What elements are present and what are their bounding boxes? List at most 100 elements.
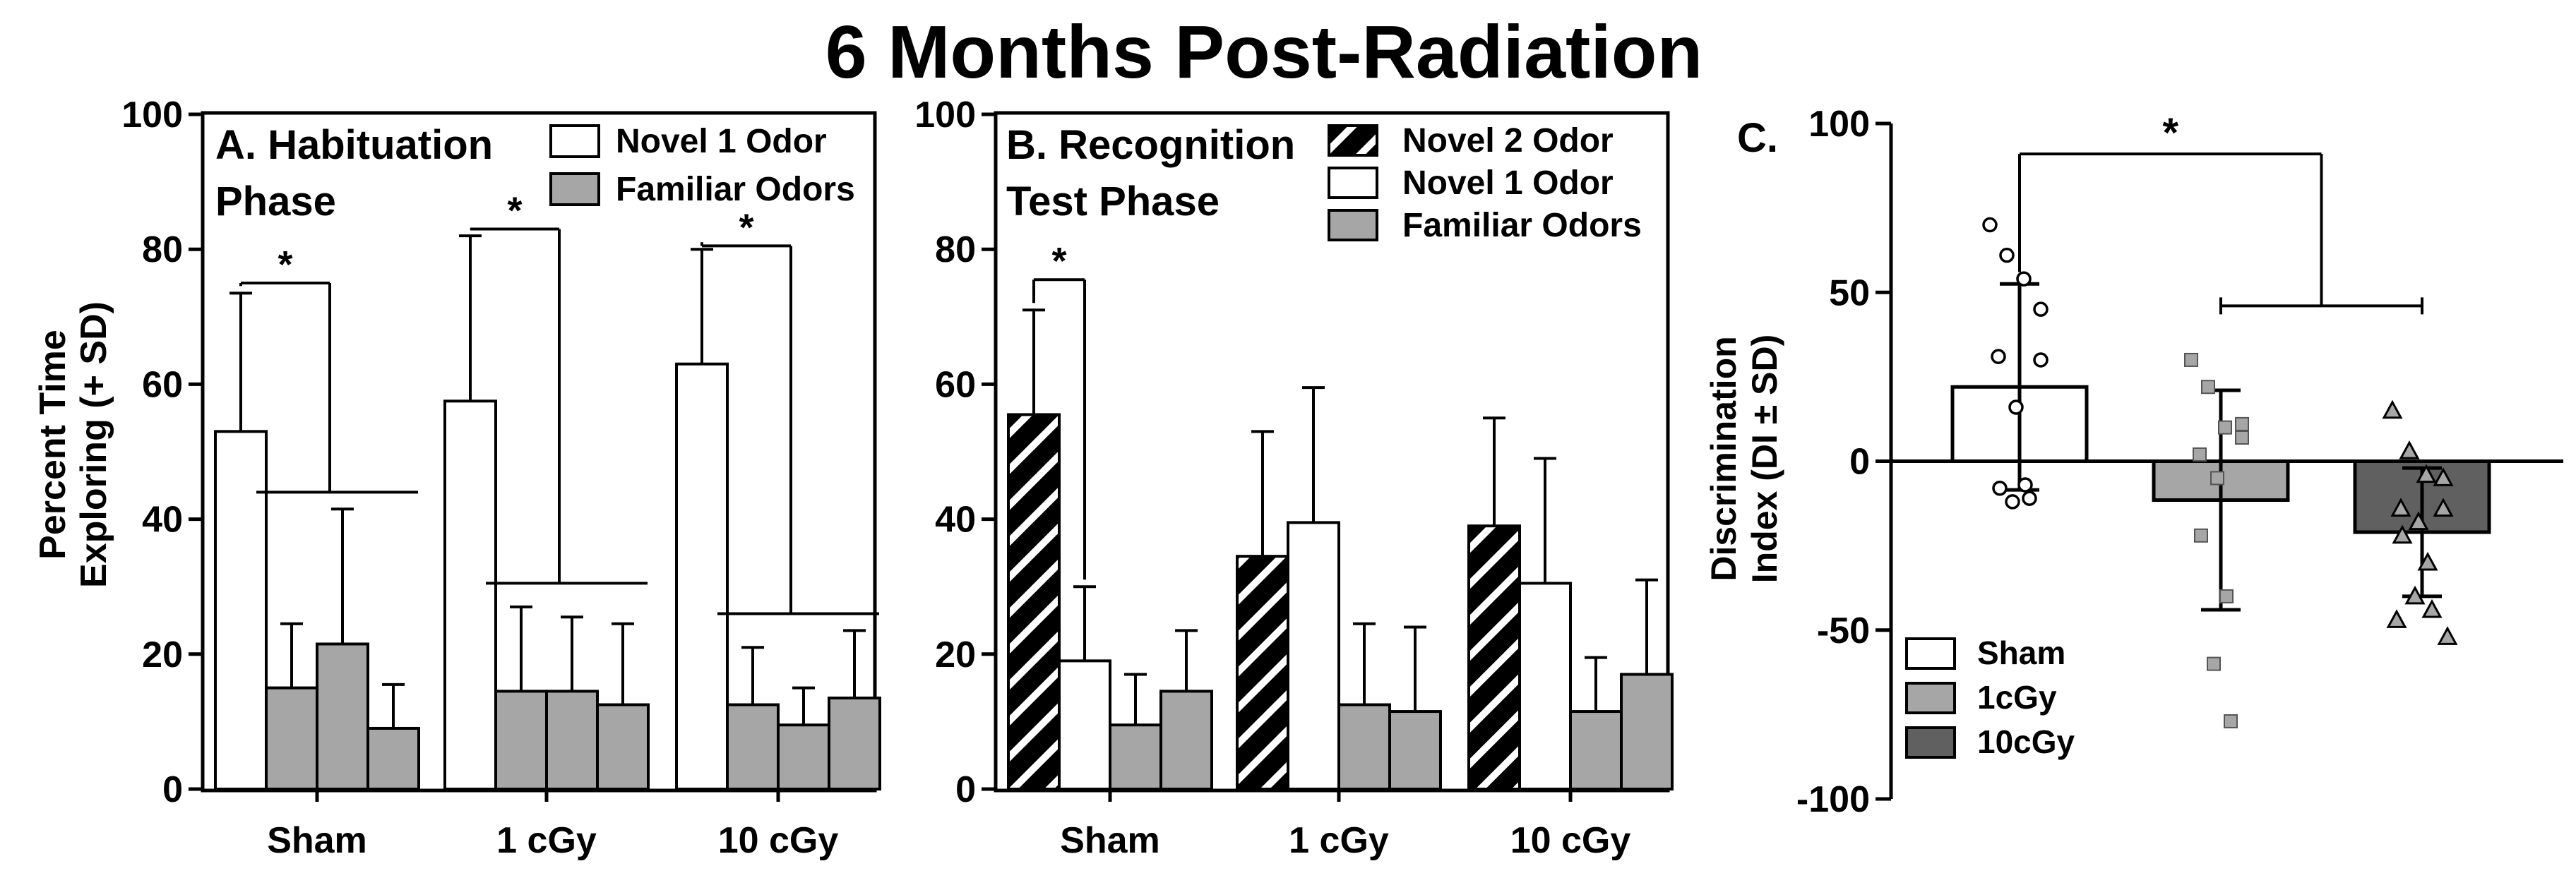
figure-title: 6 Months Post-Radiation bbox=[825, 11, 1703, 94]
legend-swatch bbox=[1905, 637, 1956, 670]
data-point bbox=[1991, 349, 2006, 364]
legend-label: 10cGy bbox=[1977, 723, 2075, 760]
y-label-line-1: Discrimination bbox=[1704, 336, 1743, 581]
bar bbox=[777, 723, 830, 791]
legend-label: Familiar Odors bbox=[1402, 207, 1642, 244]
bar bbox=[1007, 413, 1061, 790]
legend-swatch bbox=[1328, 209, 1378, 241]
data-point bbox=[2218, 420, 2232, 435]
y-tick-label: 40 bbox=[142, 500, 183, 541]
bar bbox=[545, 690, 599, 790]
data-point bbox=[2193, 447, 2207, 462]
data-point bbox=[2005, 494, 2020, 510]
panel-a-frame bbox=[201, 111, 877, 793]
legend-swatch bbox=[549, 172, 600, 206]
data-point bbox=[2433, 467, 2454, 486]
data-point bbox=[2235, 431, 2249, 445]
y-tick-label: 0 bbox=[162, 769, 183, 810]
y-label-line-2: Exploring (+ SD) bbox=[73, 301, 114, 588]
panel-a: 0 20 40 60 80 100 Sham 1 cGy 10 cGy A. Habituatio… bbox=[121, 95, 881, 861]
data-point bbox=[2404, 585, 2426, 605]
y-tick-label: 50 bbox=[1829, 272, 1870, 313]
panel-c: -100 -50 0 50 100 C. Discrimination Index (DI ±… bbox=[1704, 104, 2563, 820]
x-tick-label: Sham bbox=[267, 820, 367, 861]
legend-label: Novel 2 Odor bbox=[1402, 122, 1614, 160]
y-tick-label: 20 bbox=[142, 635, 183, 675]
bar bbox=[214, 430, 268, 790]
data-point bbox=[2033, 301, 2049, 317]
legend-swatch bbox=[1905, 682, 1956, 714]
sig-asterisk: * bbox=[739, 206, 753, 248]
legend-swatch bbox=[549, 124, 600, 158]
data-point bbox=[2224, 714, 2238, 728]
data-point bbox=[2382, 399, 2403, 419]
y-tick-label: 40 bbox=[935, 500, 976, 541]
data-point bbox=[2008, 399, 2024, 415]
y-tick-label: 100 bbox=[121, 95, 183, 136]
panel-a-title-line-1: A. Habituation bbox=[215, 122, 493, 168]
y-label-line-2: Index (DI ± SD) bbox=[1745, 335, 1784, 583]
bar bbox=[366, 726, 420, 790]
data-point bbox=[2421, 599, 2443, 618]
data-point bbox=[2399, 440, 2420, 459]
bar bbox=[1337, 703, 1391, 790]
y-tick-label: 60 bbox=[935, 364, 976, 405]
data-point bbox=[1982, 217, 1998, 233]
legend-label: 1cGy bbox=[1977, 679, 2057, 716]
data-point bbox=[2416, 464, 2437, 483]
panel-b: 0 20 40 60 80 100 Sham 1 cGy 10 cGy B. Recognitio… bbox=[914, 95, 1674, 861]
y-tick-label: -100 bbox=[1796, 779, 1870, 820]
y-tick-label: 80 bbox=[142, 229, 183, 270]
panel-c-title: C. bbox=[1737, 115, 1778, 161]
bar bbox=[1109, 723, 1162, 791]
data-point bbox=[2184, 352, 2198, 367]
y-tick-label: 80 bbox=[935, 229, 976, 270]
y-label-line-1: Percent Time bbox=[32, 330, 73, 560]
y-tick-label: 100 bbox=[914, 95, 976, 136]
data-point bbox=[2022, 491, 2037, 506]
data-point bbox=[2386, 609, 2407, 628]
panel-b-title-line-2: Test Phase bbox=[1006, 179, 1220, 224]
bar bbox=[1058, 659, 1111, 790]
data-point bbox=[2433, 498, 2454, 517]
legend-label: Novel 1 Odor bbox=[616, 123, 827, 160]
data-point bbox=[2210, 471, 2224, 486]
data-point bbox=[2390, 498, 2411, 517]
legend-swatch bbox=[1905, 726, 1956, 759]
y-tick-label: 0 bbox=[955, 769, 976, 810]
data-point bbox=[2408, 511, 2429, 531]
x-tick-label: Sham bbox=[1060, 820, 1160, 861]
data-point bbox=[2016, 271, 2032, 287]
bar bbox=[1620, 673, 1674, 790]
legend-swatch bbox=[1328, 167, 1378, 199]
x-tick-label: 1 cGy bbox=[1289, 820, 1389, 861]
data-point bbox=[2417, 551, 2438, 571]
y-tick-label: 60 bbox=[142, 364, 183, 405]
bar bbox=[1236, 555, 1289, 790]
bar bbox=[1159, 690, 1213, 790]
data-point bbox=[2219, 589, 2234, 603]
y-tick-label: 100 bbox=[1808, 104, 1870, 145]
bar bbox=[596, 703, 650, 790]
panel-b-title-line-1: B. Recognition bbox=[1006, 122, 1295, 168]
y-tick-label: 0 bbox=[1849, 442, 1870, 483]
legend-label: Sham bbox=[1977, 635, 2065, 671]
bar bbox=[443, 399, 497, 790]
y-axis-label-percent: Percent Time Exploring (+ SD) bbox=[32, 301, 114, 588]
data-point bbox=[2194, 528, 2208, 543]
data-point bbox=[1999, 247, 2015, 263]
data-point bbox=[2201, 380, 2215, 395]
data-point bbox=[2437, 626, 2458, 645]
data-point bbox=[2207, 656, 2221, 671]
legend-label: Familiar Odors bbox=[616, 171, 855, 208]
bar bbox=[1467, 524, 1521, 790]
sig-asterisk: * bbox=[2162, 110, 2178, 156]
data-point bbox=[2392, 524, 2413, 544]
panel-a-title-line-2: Phase bbox=[215, 179, 336, 224]
bar bbox=[828, 696, 881, 790]
data-point bbox=[2017, 477, 2033, 493]
y-tick-label: -50 bbox=[1817, 611, 1870, 651]
sig-asterisk: * bbox=[507, 190, 522, 232]
legend-label: Novel 1 Odor bbox=[1402, 164, 1614, 202]
